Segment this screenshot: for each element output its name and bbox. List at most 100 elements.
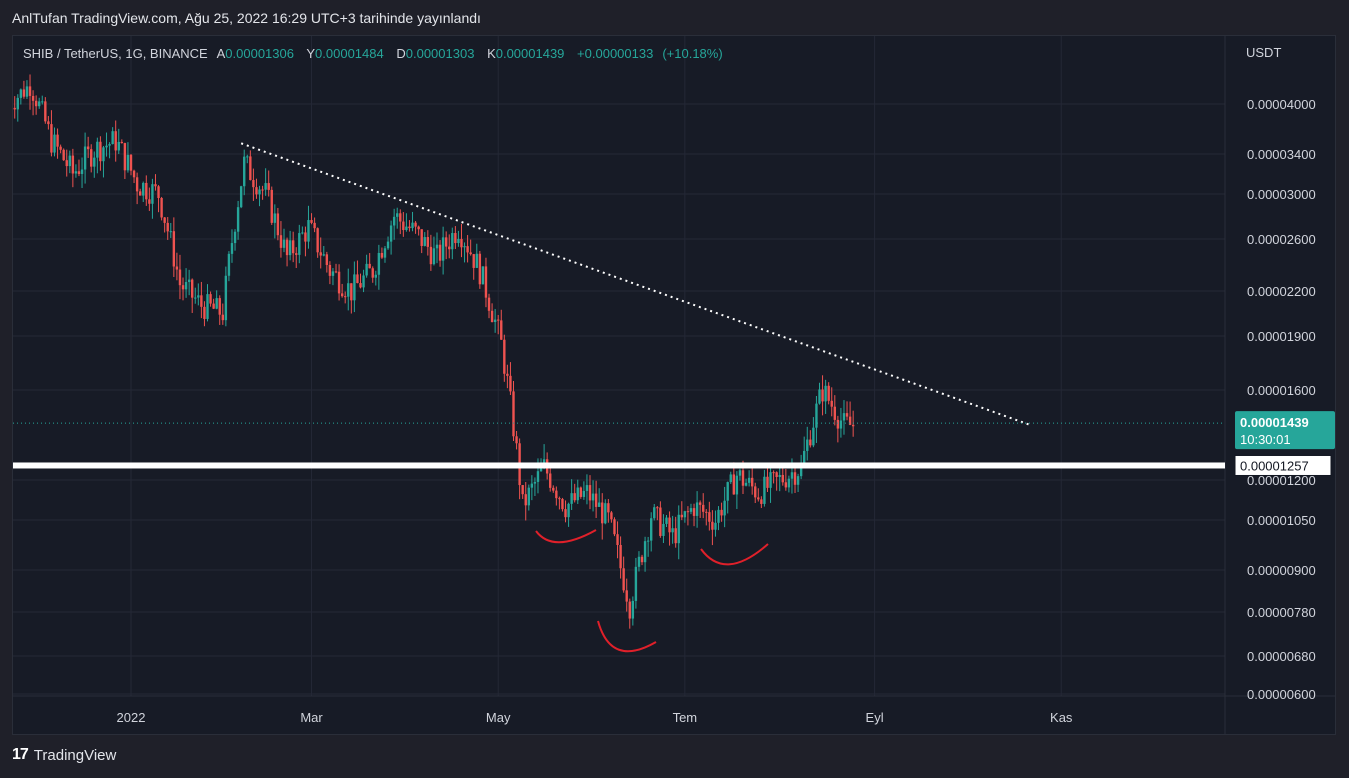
candle-body — [249, 156, 252, 181]
candle-body — [665, 517, 668, 524]
candle-body — [683, 511, 687, 518]
candle-body — [490, 310, 494, 323]
candle-body — [558, 498, 561, 500]
candle-body — [530, 483, 534, 488]
candle-body — [34, 100, 38, 107]
axis-unit-label[interactable]: USDT — [1246, 45, 1282, 60]
candle-body — [166, 222, 169, 232]
candle-body — [711, 521, 714, 530]
candle-body — [313, 222, 316, 229]
candle-body — [723, 500, 726, 516]
candle-body — [812, 427, 815, 446]
candle-body — [738, 470, 742, 476]
candle-body — [778, 474, 781, 478]
candle-body — [402, 221, 405, 230]
candle-body — [830, 400, 833, 407]
candle-body — [744, 482, 748, 486]
tradingview-logo-icon: 17 — [12, 746, 29, 763]
candle-body — [851, 424, 855, 427]
candle-body — [184, 282, 188, 290]
candle-body — [457, 238, 460, 244]
candle-body — [243, 156, 246, 187]
candle-body — [276, 213, 280, 236]
candle-body — [796, 476, 800, 485]
candle-body — [65, 160, 68, 167]
candle-body — [181, 285, 185, 290]
candle-body — [512, 391, 515, 437]
candle-body — [818, 389, 821, 404]
price-chart[interactable]: 0.00004000 0.00003400 0.00003000 0.00002600… — [13, 36, 1336, 735]
candle-body — [429, 246, 433, 265]
candle-body — [396, 213, 399, 217]
candle-body — [689, 508, 693, 512]
candle-body — [454, 233, 457, 244]
candle-body — [53, 134, 56, 153]
candle-body — [448, 246, 451, 250]
candle-body — [371, 268, 374, 278]
candle-body — [686, 511, 690, 513]
y-tick-label: 0.00003000 — [1247, 187, 1316, 202]
tradingview-brand-name[interactable]: TradingView — [33, 746, 117, 764]
candle-body — [383, 248, 387, 258]
candle-body — [206, 294, 209, 319]
candle-body — [769, 472, 772, 488]
close-value: 0.00001439 — [495, 46, 565, 61]
candle-body — [515, 436, 518, 444]
candle-body — [203, 306, 206, 319]
candle-body — [646, 540, 650, 542]
ohlc-legend: SHIB / TetherUS, 1G, BINANCE A0.00001306… — [23, 46, 732, 61]
candle-body — [833, 406, 836, 420]
candle-body — [337, 271, 341, 294]
candle-body — [484, 266, 488, 298]
candle-body — [126, 154, 130, 171]
candle-body — [325, 254, 329, 265]
x-tick-label: 2022 — [117, 710, 146, 725]
candle-body — [68, 155, 71, 167]
candle-body — [74, 171, 78, 174]
candle-body — [304, 232, 307, 242]
candle-body — [435, 244, 439, 249]
candle-body — [426, 237, 430, 247]
candle-body — [475, 253, 478, 268]
candle-body — [582, 490, 586, 497]
left-shoulder-arc — [535, 529, 597, 544]
candle-body — [827, 385, 830, 401]
candle-body — [653, 507, 656, 519]
candle-body — [640, 556, 644, 563]
candle-body — [466, 246, 469, 253]
y-tick-label: 0.00001200 — [1247, 473, 1316, 488]
candle-body — [129, 154, 133, 171]
candle-body — [481, 266, 485, 285]
candle-body — [848, 416, 852, 425]
publish-info: AnlTufan TradingView.com, Ağu 25, 2022 1… — [12, 10, 481, 26]
symbol-label[interactable]: SHIB / TetherUS, 1G, BINANCE — [23, 46, 208, 61]
candle-body — [31, 95, 35, 101]
candle-body — [135, 177, 139, 192]
candle-body — [86, 146, 90, 150]
candle-body — [178, 269, 182, 286]
candle-body — [138, 191, 142, 196]
candle-body — [438, 244, 442, 261]
y-tick-label: 0.00002200 — [1247, 284, 1316, 299]
chart-panel[interactable]: 0.00004000 0.00003400 0.00003000 0.00002600… — [12, 35, 1336, 735]
candle-body — [145, 182, 148, 200]
candle-body — [25, 86, 29, 97]
candle-body — [111, 131, 114, 145]
candle-body — [628, 601, 631, 619]
candle-body — [255, 187, 258, 195]
head-arc — [597, 620, 657, 653]
candle-body — [279, 235, 283, 248]
candle-body — [19, 89, 23, 98]
candle-body — [763, 476, 766, 504]
candle-body — [374, 274, 377, 278]
candle-body — [717, 509, 720, 523]
candle-body — [80, 169, 84, 174]
y-tick-label: 0.00000900 — [1247, 563, 1316, 578]
candle-body — [539, 467, 543, 472]
candle-body — [365, 263, 368, 276]
candle-body — [62, 149, 65, 161]
candle-body — [194, 297, 197, 299]
candle-body — [567, 503, 570, 518]
open-value: 0.00001306 — [225, 46, 294, 61]
y-tick-label: 0.00001050 — [1247, 513, 1316, 528]
